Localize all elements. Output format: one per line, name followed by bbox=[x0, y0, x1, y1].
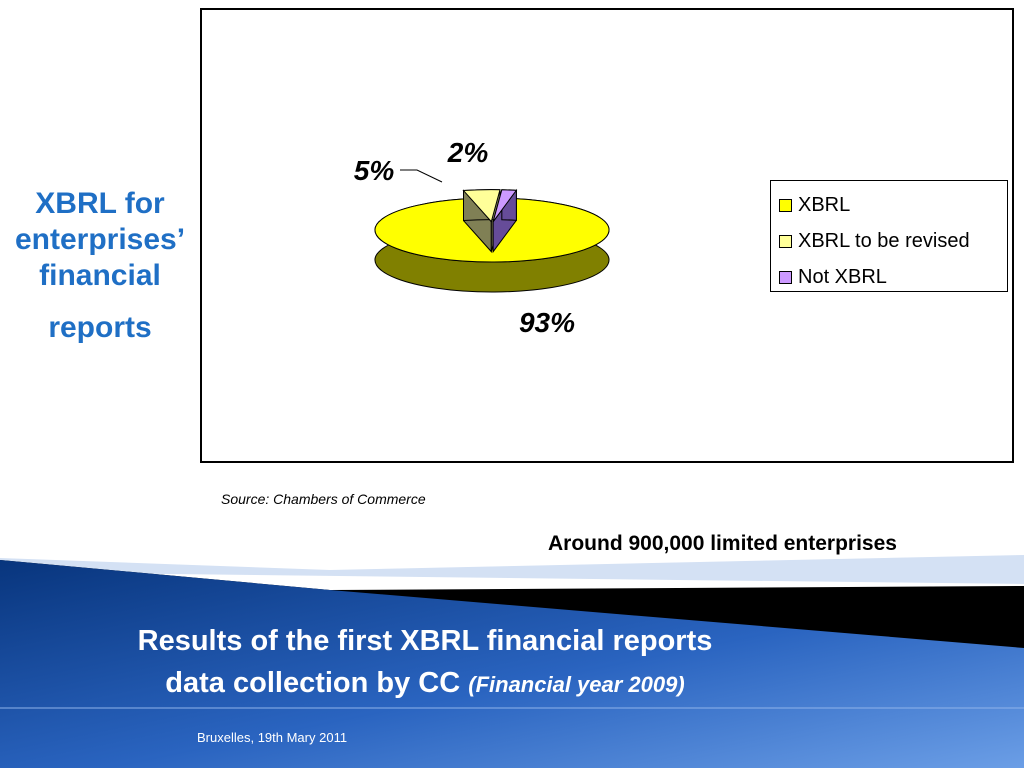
footer-title-line1: Results of the first XBRL financial repo… bbox=[137, 625, 713, 657]
footer-title-line2: data collection by CC bbox=[165, 667, 461, 699]
side-title: XBRL for enterprises’ financial reports bbox=[0, 186, 200, 346]
footer-title: Results of the first XBRL financial repo… bbox=[30, 620, 820, 706]
legend-swatch bbox=[779, 198, 792, 212]
data-label: 2% bbox=[447, 137, 489, 168]
data-label: 5% bbox=[354, 155, 395, 186]
pie-chart: 93% 5% 2% bbox=[354, 137, 610, 338]
leader-line bbox=[400, 169, 443, 183]
enterprises-note: Around 900,000 limited enterprises bbox=[548, 532, 897, 555]
footer-title-suffix: (Financial year 2009) bbox=[468, 672, 685, 697]
legend-label: XBRL bbox=[798, 193, 851, 216]
legend-item: XBRL bbox=[771, 187, 1007, 223]
chart-frame: 93% 5% 2% XBRL XBRL to be revised Not XBRL bbox=[200, 8, 1014, 463]
footer-banner bbox=[0, 555, 1024, 768]
legend-swatch bbox=[779, 234, 792, 248]
legend-label: XBRL to be revised bbox=[798, 229, 970, 252]
chart-legend: XBRL XBRL to be revised Not XBRL bbox=[770, 180, 1008, 292]
legend-swatch bbox=[779, 270, 792, 284]
side-title-line: reports bbox=[48, 311, 152, 344]
legend-item: Not XBRL bbox=[771, 259, 1007, 295]
footer-date: Bruxelles, 19th Mary 2011 bbox=[197, 730, 348, 745]
pie-slice-not-xbrl bbox=[492, 188, 518, 254]
data-label: 93% bbox=[519, 307, 575, 338]
side-title-line: XBRL for bbox=[35, 187, 165, 220]
source-note: Source: Chambers of Commerce bbox=[221, 491, 426, 507]
legend-label: Not XBRL bbox=[798, 265, 887, 288]
legend-item: XBRL to be revised bbox=[771, 223, 1007, 259]
side-title-line: enterprises’ bbox=[14, 223, 186, 256]
side-title-line: financial bbox=[39, 259, 161, 292]
